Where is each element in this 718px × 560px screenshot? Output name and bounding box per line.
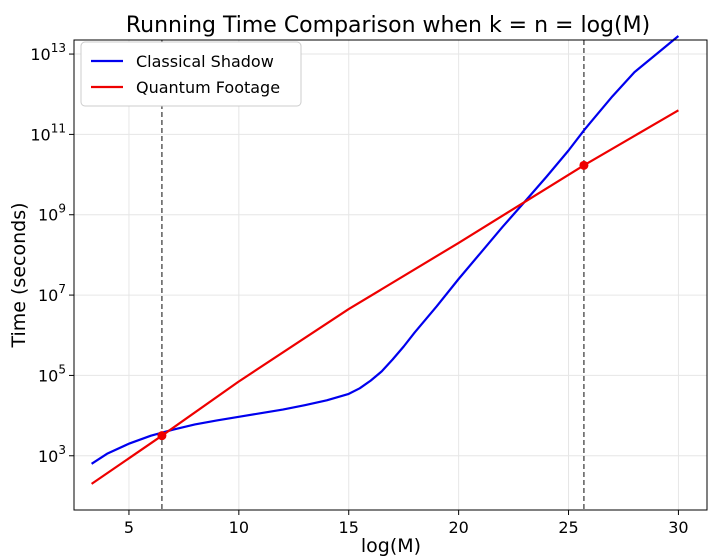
x-tick-label: 20 [448, 518, 468, 537]
series-line-0 [91, 35, 680, 465]
chart-title: Running Time Comparison when k = n = log… [126, 13, 650, 38]
legend-box [80, 41, 302, 107]
legend-label-classical-shadow: Classical Shadow [136, 52, 274, 71]
intersection-point [579, 160, 589, 170]
y-axis-ticks: 103 105 107 109 1011 1013 [30, 41, 74, 466]
legend-label-quantum-footage: Quantum Footage [136, 78, 280, 97]
y-tick-label: 1011 [30, 121, 66, 144]
y-tick-label: 109 [38, 202, 66, 225]
plot-frame [73, 39, 708, 511]
x-axis-label: log(M) [361, 535, 421, 557]
intersection-point [157, 431, 167, 441]
legend: Classical Shadow Quantum Footage [80, 41, 302, 107]
grid-lines [74, 40, 707, 510]
x-tick-label: 10 [229, 518, 249, 537]
y-tick-label: 1013 [30, 41, 66, 64]
x-tick-label: 15 [339, 518, 359, 537]
x-tick-label: 25 [558, 518, 578, 537]
y-tick-label: 103 [38, 443, 66, 466]
y-axis-label: Time (seconds) [8, 202, 30, 348]
y-tick-label: 107 [38, 282, 66, 305]
x-tick-label: 5 [124, 518, 134, 537]
y-tick-label: 105 [38, 362, 66, 385]
x-tick-label: 30 [668, 518, 688, 537]
x-axis-ticks: 5 10 15 20 25 30 [124, 510, 689, 537]
intersection-markers [157, 160, 589, 441]
reference-lines [161, 40, 585, 510]
